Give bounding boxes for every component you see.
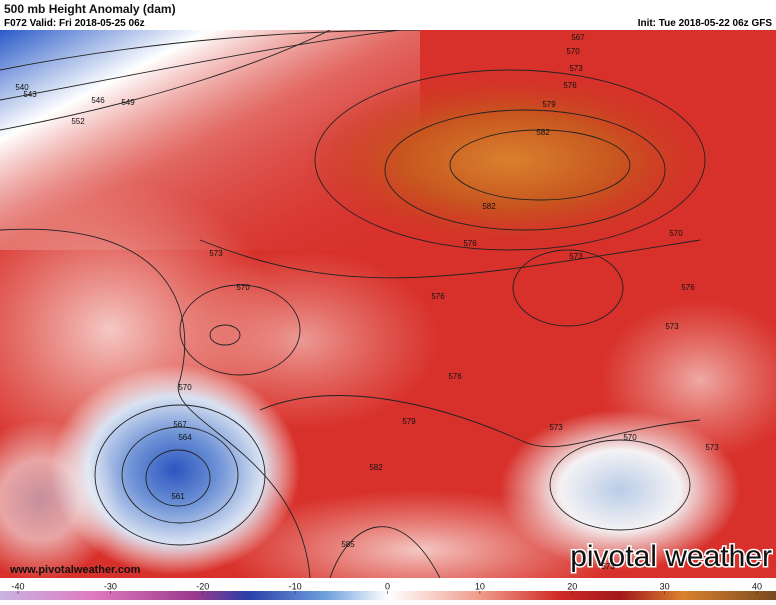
contour-label: 573 <box>665 322 679 331</box>
contour-label: 570 <box>566 47 580 56</box>
colorbar-tick-label: -30 <box>104 581 117 591</box>
contour-label: 576 <box>431 292 445 301</box>
contour-label: 573 <box>569 252 583 261</box>
contour-label: 570 <box>178 383 192 392</box>
colorbar-tick-label: 40 <box>752 581 762 591</box>
contour-label: 576 <box>681 283 695 292</box>
contour-label: 543 <box>23 90 37 99</box>
contour-label: 576 <box>448 372 462 381</box>
title: 500 mb Height Anomaly (dam) <box>4 2 176 16</box>
contour-label: 582 <box>482 202 496 211</box>
colorbar-ticks: -40 -30 -20 -10 0 10 20 30 40 <box>11 581 762 594</box>
contour-label: 582 <box>369 463 383 472</box>
colorbar-tick-label: 0 <box>385 581 390 591</box>
colorbar-tick-label: 10 <box>475 581 485 591</box>
contour-label: 585 <box>341 540 355 549</box>
watermark-brand: pivotal weather <box>570 540 772 573</box>
contour-label: 567 <box>571 33 585 42</box>
contour-label: 573 <box>549 423 563 432</box>
contour-label: 573 <box>705 443 719 452</box>
colorbar <box>0 591 776 600</box>
contour-label: 567 <box>173 420 187 429</box>
colorbar-tick-label: -40 <box>11 581 24 591</box>
colorbar-tick-label: 30 <box>660 581 670 591</box>
contour-label: 573 <box>569 64 583 73</box>
map <box>0 30 776 578</box>
contour-label: 552 <box>71 117 85 126</box>
contour-label: 570 <box>669 229 683 238</box>
contour-label: 564 <box>178 433 192 442</box>
contour-label: 561 <box>171 492 185 501</box>
init-time: Init: Tue 2018-05-22 06z GFS <box>638 18 773 29</box>
contour-label: 576 <box>563 81 577 90</box>
contour-label: 570 <box>623 433 637 442</box>
colorbar-tick-label: -10 <box>289 581 302 591</box>
contour-label: 579 <box>402 417 416 426</box>
contour-label: 582 <box>536 128 550 137</box>
colorbar-tick-label: -20 <box>196 581 209 591</box>
contour-label: 573 <box>209 249 223 258</box>
contour-label: 546 <box>91 96 105 105</box>
watermark-url: www.pivotalweather.com <box>9 564 141 576</box>
contour-label: 570 <box>236 283 250 292</box>
contour-label: 540 <box>15 83 29 92</box>
contour-label: 579 <box>542 100 556 109</box>
contour-label: 573 <box>601 562 615 571</box>
valid-time: F072 Valid: Fri 2018-05-25 06z <box>4 18 145 29</box>
contour-label: 576 <box>463 239 477 248</box>
contour-label: 549 <box>121 98 135 107</box>
colorbar-tick-label: 20 <box>567 581 577 591</box>
